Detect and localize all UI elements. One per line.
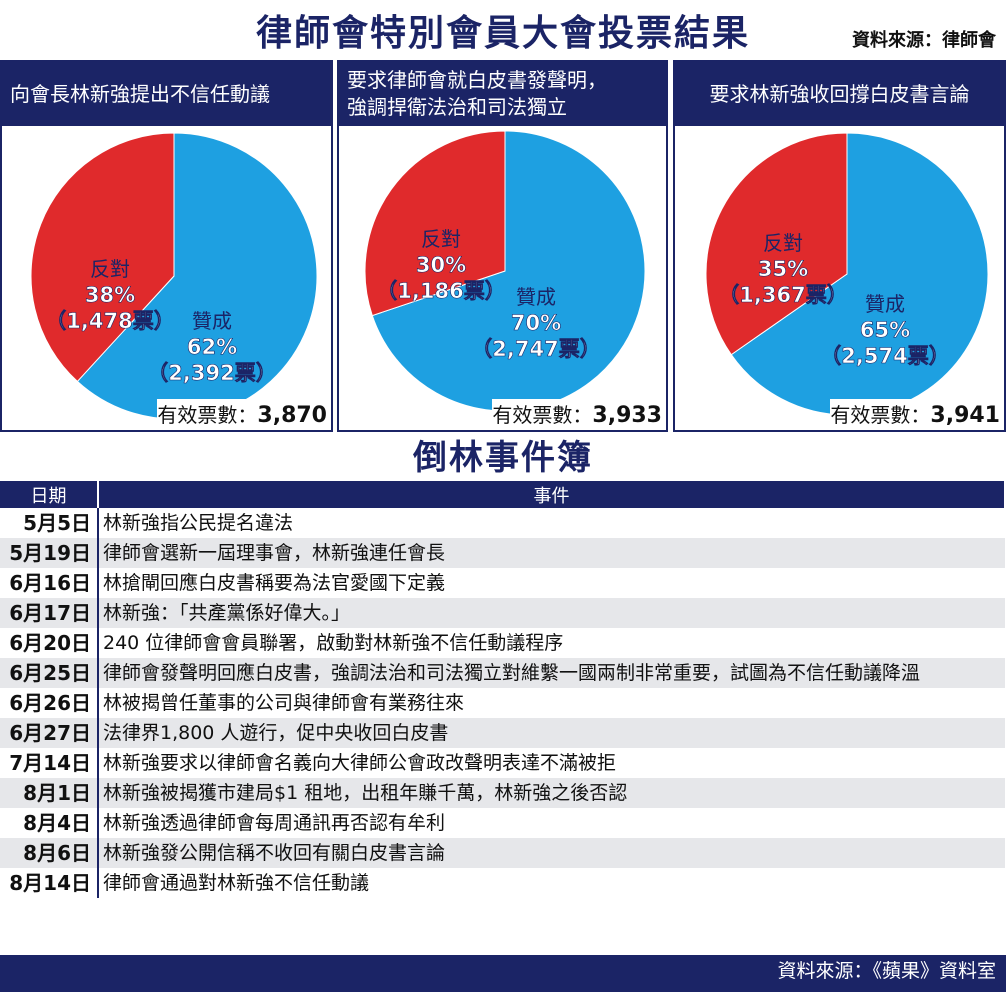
table-row: 8月14日 律師會通過對林新強不信任動議	[0, 868, 1005, 898]
pie-slice-for	[371, 130, 646, 412]
slice-label: 反對	[421, 227, 461, 251]
slice-votes: （2,574票）	[820, 344, 949, 368]
table-row: 6月25日 律師會發聲明回應白皮書，強調法治和司法獨立對維繫一國兩制非常重要，試圖…	[0, 658, 1005, 688]
table-header-row: 日期 事件	[0, 481, 1006, 508]
event-date: 6月26日	[0, 688, 99, 718]
event-text: 林搶閘回應白皮書稱要為法官愛國下定義	[103, 572, 446, 594]
slice-votes: （1,367票）	[718, 283, 847, 307]
slice-label: 贊成	[516, 285, 556, 309]
pie-panel-3: 要求林新強收回撐白皮書言論 反對 35% （1,367票） 贊成 65% （2,574票）…	[673, 60, 1006, 432]
pie-panel-2: 要求律師會就白皮書發聲明， 強調捍衛法治和司法獨立 反對 30% （1,186票） 贊…	[337, 60, 668, 432]
event-text: 240 位律師會會員聯署，啟動對林新強不信任動議程序	[103, 632, 564, 654]
table-row: 6月20日 240 位律師會會員聯署，啟動對林新強不信任動議程序	[0, 628, 1005, 658]
slice-label: 贊成	[192, 309, 232, 333]
panel-title: 向會長林新強提出不信任動議	[2, 62, 331, 126]
event-date: 6月16日	[0, 568, 99, 598]
slice-votes: （1,186票）	[376, 279, 505, 303]
slice-votes: （1,478票）	[45, 309, 174, 333]
pie-slice-against	[30, 132, 175, 383]
slice-percent: 70%	[511, 311, 561, 335]
event-text: 法律界1,800 人遊行，促中央收回白皮書	[98, 718, 1005, 748]
event-date: 7月14日	[0, 748, 99, 778]
event-date: 8月14日	[0, 868, 99, 898]
table-row: 6月16日 林搶閘回應白皮書稱要為法官愛國下定義	[0, 568, 1005, 598]
header-event: 事件	[98, 481, 1006, 508]
events-title: 倒林事件簿	[413, 438, 593, 478]
table-row: 8月6日 林新強發公開信稱不收回有關白皮書言論	[0, 838, 1005, 868]
source-top: 資料來源：律師會	[852, 30, 996, 51]
pie-slice-against	[364, 130, 506, 317]
slice-label: 贊成	[865, 292, 905, 316]
table-row: 7月14日 林新強要求以律師會名義向大律師公會政改聲明表達不滿被拒	[0, 748, 1005, 778]
pie-slice-for	[76, 132, 318, 420]
event-date: 6月17日	[0, 598, 99, 628]
slice-percent: 62%	[187, 335, 237, 359]
slice-percent: 35%	[758, 257, 808, 281]
valid-votes: 有效票數：3,933	[492, 399, 662, 428]
table-row: 8月1日 林新強被揭獲市建局$1 租地，出租年賺千萬，林新強之後否認	[0, 778, 1005, 808]
event-date: 8月4日	[0, 808, 99, 838]
slice-votes: （2,392票）	[147, 361, 276, 385]
event-date: 6月27日	[0, 718, 99, 748]
event-date: 6月20日	[0, 628, 99, 658]
table-row: 6月17日 林新強：「共產黨係好偉大。」	[0, 598, 1005, 628]
events-table: 日期 事件 5月5日 林新強指公民提名違法 5月19日 律師會選新一屆理事會，林新強連…	[0, 481, 1006, 898]
panel-title: 要求林新強收回撐白皮書言論	[675, 62, 1004, 126]
valid-votes: 有效票數：3,941	[830, 399, 1000, 428]
slice-votes: （2,747票）	[471, 337, 600, 361]
event-date: 8月1日	[0, 778, 99, 808]
table-row: 5月19日 律師會選新一屆理事會，林新強連任會長	[0, 538, 1005, 568]
source-bottom: 資料來源：《蘋果》資料室	[0, 955, 1006, 992]
header-date: 日期	[0, 481, 99, 508]
slice-label: 反對	[90, 257, 130, 281]
event-date: 5月5日	[0, 508, 99, 538]
event-text: 林新強透過律師會每周通訊再否認有牟利	[103, 812, 446, 834]
event-text: 律師會發聲明回應白皮書，強調法治和司法獨立對維繫一國兩制非常重要，試圖為不信任動…	[98, 658, 1005, 688]
event-text: 林新強被揭獲市建局$1 租地，出租年賺千萬，林新強之後否認	[98, 778, 1005, 808]
event-date: 8月6日	[0, 838, 99, 868]
pie-slice-for	[730, 132, 989, 416]
valid-votes: 有效票數：3,870	[157, 399, 327, 428]
slice-label: 反對	[763, 231, 803, 255]
table-row: 5月5日 林新強指公民提名違法	[0, 508, 1005, 538]
event-text: 林新強指公民提名違法	[103, 512, 294, 534]
table-row: 6月27日 法律界1,800 人遊行，促中央收回白皮書	[0, 718, 1005, 748]
event-text: 林新強：「共產黨係好偉大。」	[98, 598, 1005, 628]
panel-title: 要求律師會就白皮書發聲明， 強調捍衛法治和司法獨立	[339, 62, 666, 126]
event-text: 律師會選新一屆理事會，林新強連任會長	[98, 538, 1005, 568]
pie-panel-1: 向會長林新強提出不信任動議 反對 38% （1,478票） 贊成 62% （2,392票）…	[0, 60, 333, 432]
pie-slice-against	[705, 132, 848, 356]
event-text: 林新強發公開信稱不收回有關白皮書言論	[98, 838, 1005, 868]
slice-percent: 38%	[85, 283, 135, 307]
slice-percent: 65%	[860, 318, 910, 342]
event-text: 林被揭曾任董事的公司與律師會有業務往來	[103, 692, 465, 714]
slice-percent: 30%	[416, 253, 466, 277]
event-text: 律師會通過對林新強不信任動議	[103, 872, 370, 894]
table-row: 8月4日 林新強透過律師會每周通訊再否認有牟利	[0, 808, 1005, 838]
page-title: 律師會特別會員大會投票結果	[255, 12, 750, 54]
event-text: 林新強要求以律師會名義向大律師公會政改聲明表達不滿被拒	[103, 752, 617, 774]
table-row: 6月26日 林被揭曾任董事的公司與律師會有業務往來	[0, 688, 1005, 718]
event-date: 5月19日	[0, 538, 99, 568]
event-date: 6月25日	[0, 658, 99, 688]
